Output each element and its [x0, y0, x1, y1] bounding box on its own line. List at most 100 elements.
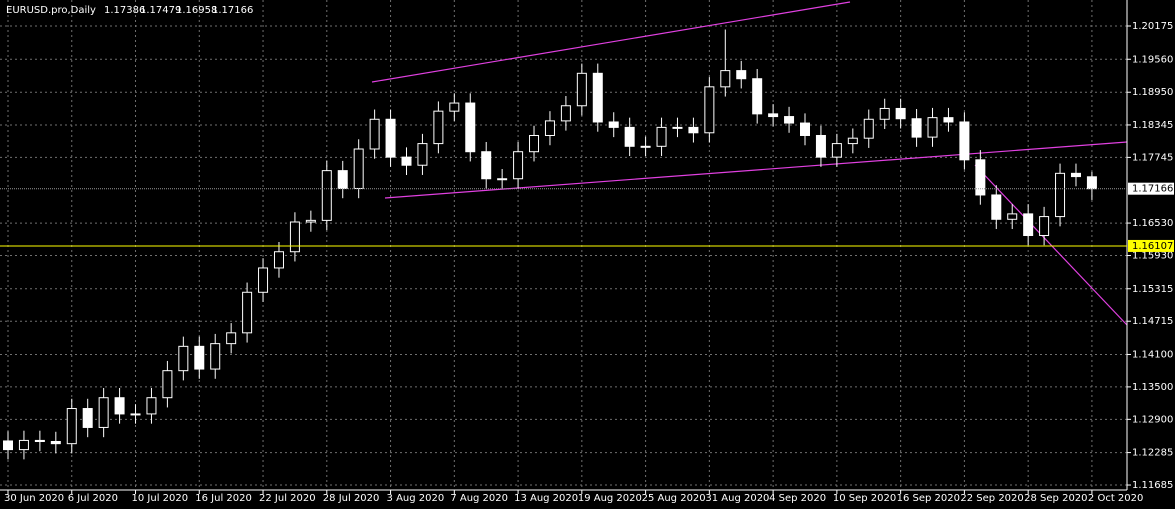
candle-body: [18, 439, 29, 451]
y-tick-label: 1.11685: [1132, 480, 1173, 491]
candle-body: [273, 251, 284, 269]
x-tick-label: 10 Jul 2020: [132, 493, 189, 504]
candle-body: [576, 72, 587, 107]
y-tick-label: 1.15315: [1132, 284, 1173, 295]
level-box: [1128, 239, 1174, 252]
candle-body: [1070, 172, 1081, 178]
symbol-title: EURUSD.pro,Daily: [6, 5, 96, 16]
candle-body: [720, 70, 731, 88]
x-tick-label: 28 Sep 2020: [1024, 493, 1087, 504]
x-tick-label: 13 Aug 2020: [514, 493, 578, 504]
x-tick-label: 19 Aug 2020: [578, 493, 642, 504]
y-tick-label: 1.12285: [1132, 448, 1173, 459]
candle-body: [66, 408, 77, 445]
candle-body: [895, 107, 906, 120]
candle-body: [481, 151, 492, 180]
y-tick-label: 1.17745: [1132, 152, 1173, 163]
candle-body: [911, 118, 922, 138]
candle-body: [130, 413, 141, 416]
candle-body: [497, 178, 508, 181]
header-low: 1.16958: [176, 5, 217, 16]
candle-body: [98, 397, 109, 428]
candle-body: [800, 122, 810, 136]
candle-body: [194, 345, 205, 370]
candle-body: [34, 439, 45, 443]
candle-body: [608, 121, 619, 128]
x-tick-label: 16 Sep 2020: [897, 493, 960, 504]
candle-body: [768, 113, 779, 118]
y-tick-label: 1.18345: [1132, 120, 1173, 131]
candle-body: [672, 126, 683, 129]
y-tick-label: 1.12900: [1132, 414, 1173, 425]
candle-body: [847, 137, 858, 145]
candle-body: [943, 117, 954, 123]
candle-body: [736, 70, 747, 80]
y-tick-label: 1.16530: [1132, 218, 1173, 229]
header-high: 1.17479: [140, 5, 181, 16]
x-tick-label: 16 Jul 2020: [195, 493, 252, 504]
candle-body: [114, 397, 125, 415]
candle-body: [640, 145, 651, 148]
candle-body: [529, 134, 540, 153]
x-tick-label: 28 Jul 2020: [323, 493, 380, 504]
candle-body: [560, 105, 571, 122]
trend-line: [974, 164, 1128, 326]
candle-body: [624, 126, 635, 147]
candle-body: [831, 143, 842, 158]
candle-body: [210, 343, 221, 370]
x-tick-label: 7 Aug 2020: [450, 493, 508, 504]
candle-body: [1023, 213, 1034, 237]
candle-body: [50, 441, 61, 445]
y-tick-label: 1.20175: [1132, 21, 1173, 32]
candle-body: [401, 156, 412, 166]
candle-body: [927, 117, 938, 138]
candle-body: [752, 78, 763, 115]
candle-body: [226, 332, 237, 345]
candle-body: [656, 126, 667, 147]
header-open: 1.17386: [104, 5, 145, 16]
header: EURUSD.pro,Daily 1.17386 1.17479 1.16958…: [6, 5, 253, 16]
candle-body: [417, 143, 428, 166]
candle-body: [592, 72, 603, 123]
candle-body: [369, 118, 380, 150]
candle-body: [1007, 213, 1018, 220]
candle-body: [959, 121, 970, 161]
candle-body: [991, 194, 1002, 220]
candle-body: [242, 291, 253, 334]
x-tick-label: 10 Sep 2020: [833, 493, 896, 504]
candle-body: [162, 370, 173, 399]
candle-body: [82, 408, 93, 428]
candle-body: [1086, 176, 1097, 190]
y-tick-label: 1.14100: [1132, 349, 1173, 360]
candle-body: [258, 267, 269, 293]
candle-body: [688, 126, 699, 134]
candle-body: [863, 118, 874, 139]
y-tick-label: 1.13500: [1132, 382, 1173, 393]
candle-body: [433, 110, 444, 145]
x-tick-label: 3 Aug 2020: [387, 493, 445, 504]
x-tick-label: 25 Aug 2020: [642, 493, 706, 504]
x-tick-label: 4 Sep 2020: [769, 493, 826, 504]
candle-body: [544, 120, 555, 136]
x-tick-label: 22 Jul 2020: [259, 493, 316, 504]
header-close: 1.17166: [212, 5, 253, 16]
candle-body: [385, 118, 396, 158]
candle-body: [513, 151, 524, 180]
candle-body: [305, 219, 316, 223]
candle-body: [465, 102, 476, 153]
candle-body: [289, 221, 300, 253]
level-label: 1.16107: [1132, 241, 1173, 252]
candle-body: [815, 134, 826, 158]
current-price-label: 1.17166: [1132, 184, 1173, 195]
x-tick-label: 31 Aug 2020: [705, 493, 769, 504]
candle-body: [449, 102, 460, 112]
x-tick-label: 2 Oct 2020: [1088, 493, 1143, 504]
candle-body: [321, 170, 332, 221]
candle-body: [3, 440, 13, 451]
candle-body: [704, 86, 715, 134]
candle-body: [975, 159, 986, 196]
candle-body: [337, 170, 348, 189]
candle-body: [784, 116, 795, 124]
